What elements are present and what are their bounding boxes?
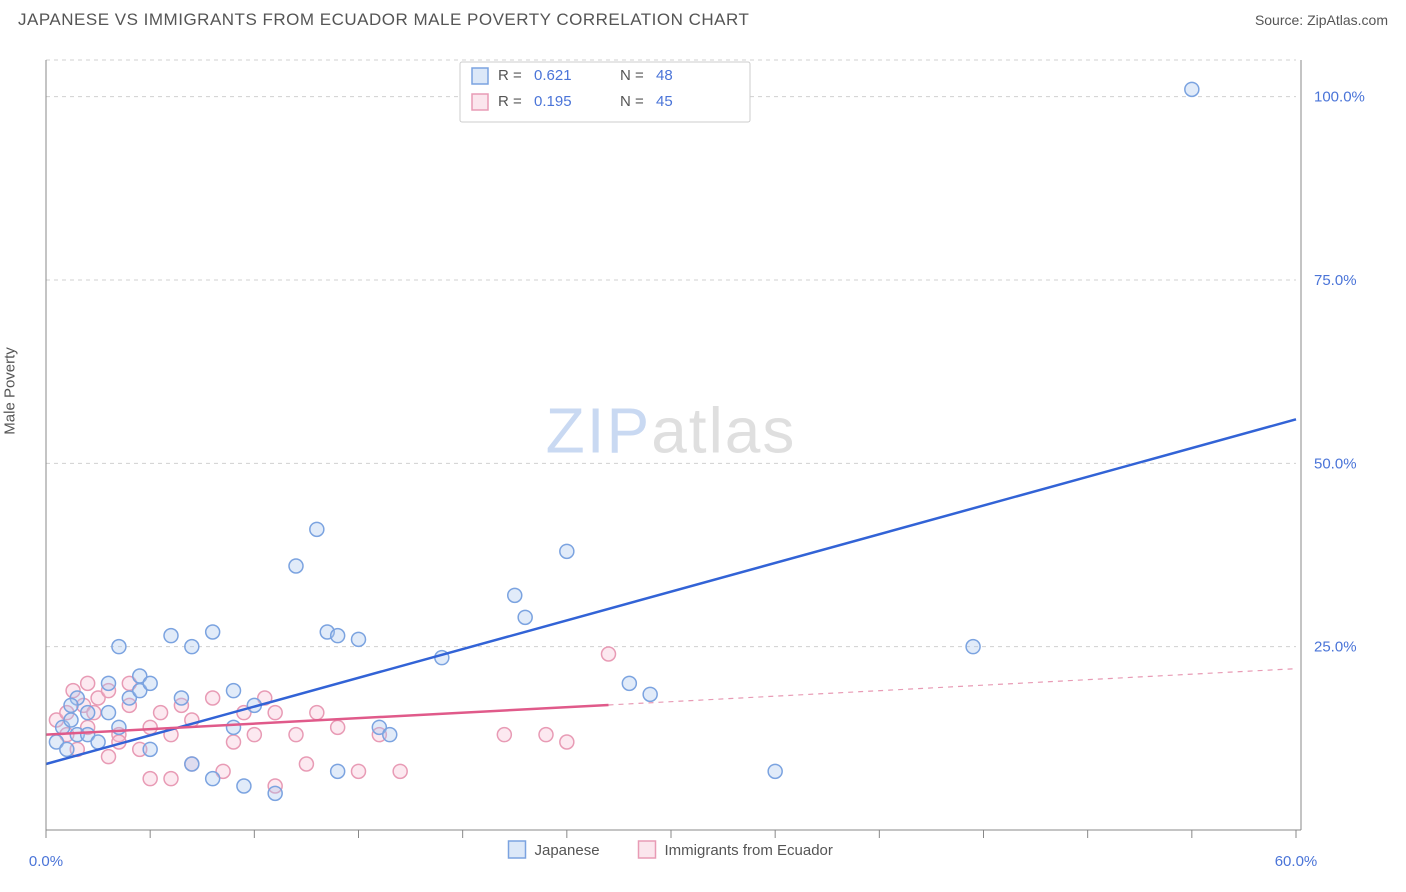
- y-tick-label: 75.0%: [1314, 272, 1357, 289]
- stat-n-value: 48: [656, 67, 673, 84]
- x-tick-label: 0.0%: [29, 853, 63, 870]
- data-point: [64, 698, 78, 712]
- data-point: [331, 764, 345, 778]
- data-point: [289, 728, 303, 742]
- data-point: [560, 544, 574, 558]
- y-tick-label: 100.0%: [1314, 89, 1365, 106]
- stat-r-value: 0.621: [534, 67, 572, 84]
- legend-swatch: [509, 841, 526, 858]
- trend-line: [46, 419, 1296, 764]
- data-point: [518, 610, 532, 624]
- data-point: [383, 728, 397, 742]
- data-point: [206, 691, 220, 705]
- data-point: [60, 742, 74, 756]
- data-point: [102, 676, 116, 690]
- data-point: [185, 757, 199, 771]
- data-point: [143, 676, 157, 690]
- data-point: [352, 632, 366, 646]
- legend-label: Immigrants from Ecuador: [665, 842, 833, 859]
- data-point: [299, 757, 313, 771]
- y-tick-label: 25.0%: [1314, 639, 1357, 656]
- y-tick-label: 50.0%: [1314, 455, 1357, 472]
- stat-n-label: N =: [620, 67, 644, 84]
- source-attribution: Source: ZipAtlas.com: [1255, 12, 1388, 28]
- data-point: [331, 629, 345, 643]
- data-point: [497, 728, 511, 742]
- data-point: [102, 750, 116, 764]
- data-point: [81, 676, 95, 690]
- data-point: [206, 625, 220, 639]
- data-point: [310, 522, 324, 536]
- stat-n-label: N =: [620, 93, 644, 110]
- data-point: [508, 588, 522, 602]
- data-point: [237, 779, 251, 793]
- legend-swatch: [472, 94, 488, 110]
- legend-swatch: [472, 68, 488, 84]
- chart-title: JAPANESE VS IMMIGRANTS FROM ECUADOR MALE…: [18, 10, 749, 30]
- data-point: [289, 559, 303, 573]
- data-point: [622, 676, 636, 690]
- watermark: ZIPatlas: [546, 395, 797, 467]
- data-point: [247, 728, 261, 742]
- data-point: [143, 772, 157, 786]
- data-point: [174, 691, 188, 705]
- data-point: [185, 640, 199, 654]
- legend-swatch: [639, 841, 656, 858]
- data-point: [768, 764, 782, 778]
- data-point: [393, 764, 407, 778]
- data-point: [81, 706, 95, 720]
- data-point: [154, 706, 168, 720]
- data-point: [227, 720, 241, 734]
- stat-r-label: R =: [498, 67, 522, 84]
- data-point: [268, 786, 282, 800]
- legend-label: Japanese: [535, 842, 600, 859]
- trend-line-extrapolated: [609, 669, 1297, 705]
- data-point: [102, 706, 116, 720]
- data-point: [143, 742, 157, 756]
- x-tick-label: 60.0%: [1275, 853, 1318, 870]
- y-axis-label: Male Poverty: [2, 347, 19, 435]
- data-point: [227, 684, 241, 698]
- data-point: [331, 720, 345, 734]
- stat-r-label: R =: [498, 93, 522, 110]
- data-point: [227, 735, 241, 749]
- data-point: [143, 720, 157, 734]
- data-point: [1185, 82, 1199, 96]
- data-point: [164, 629, 178, 643]
- data-point: [206, 772, 220, 786]
- data-point: [310, 706, 324, 720]
- data-point: [112, 640, 126, 654]
- data-point: [352, 764, 366, 778]
- data-point: [268, 706, 282, 720]
- data-point: [560, 735, 574, 749]
- data-point: [966, 640, 980, 654]
- stat-r-value: 0.195: [534, 93, 572, 110]
- correlation-scatter-chart: ZIPatlas 0.0% 60.0% 25.0% 50.0% 75.0% 100.0% R …: [0, 48, 1406, 892]
- data-point: [64, 713, 78, 727]
- data-point: [539, 728, 553, 742]
- data-point: [643, 687, 657, 701]
- data-point: [164, 772, 178, 786]
- data-point: [91, 735, 105, 749]
- data-point: [602, 647, 616, 661]
- stat-n-value: 45: [656, 93, 673, 110]
